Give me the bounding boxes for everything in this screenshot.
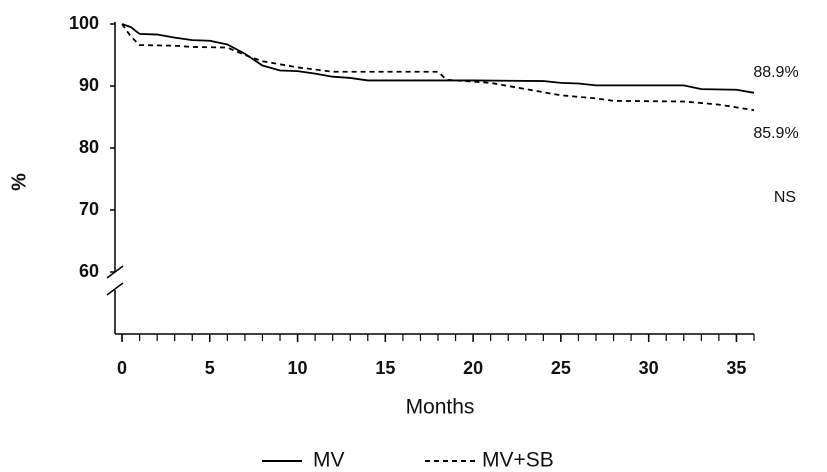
- x-tick-label: 30: [639, 358, 659, 378]
- x-tick-label: 15: [375, 358, 395, 378]
- x-axis-label: Months: [406, 396, 475, 419]
- y-tick-label: 80: [79, 137, 99, 157]
- y-axis-label: %: [8, 173, 30, 191]
- x-tick-label: 0: [117, 358, 127, 378]
- annotation: 85.9%: [753, 125, 798, 142]
- x-tick-label: 20: [463, 358, 483, 378]
- y-tick-label: 100: [69, 13, 99, 33]
- axis-break-gap: [111, 272, 119, 290]
- legend-label: MV: [313, 449, 345, 472]
- y-tick-label: 60: [79, 261, 99, 281]
- annotation: 88.9%: [753, 64, 798, 81]
- x-tick-label: 35: [726, 358, 746, 378]
- legend-label: MV+SB: [482, 449, 554, 472]
- x-tick-label: 5: [205, 358, 215, 378]
- axis-break: [106, 282, 124, 296]
- y-tick-label: 70: [79, 199, 99, 219]
- x-tick-label: 25: [551, 358, 571, 378]
- series-line: [121, 23, 755, 112]
- x-tick-label: 10: [288, 358, 308, 378]
- series-line: [121, 23, 755, 94]
- y-tick-label: 90: [79, 75, 99, 95]
- annotation: NS: [774, 189, 796, 206]
